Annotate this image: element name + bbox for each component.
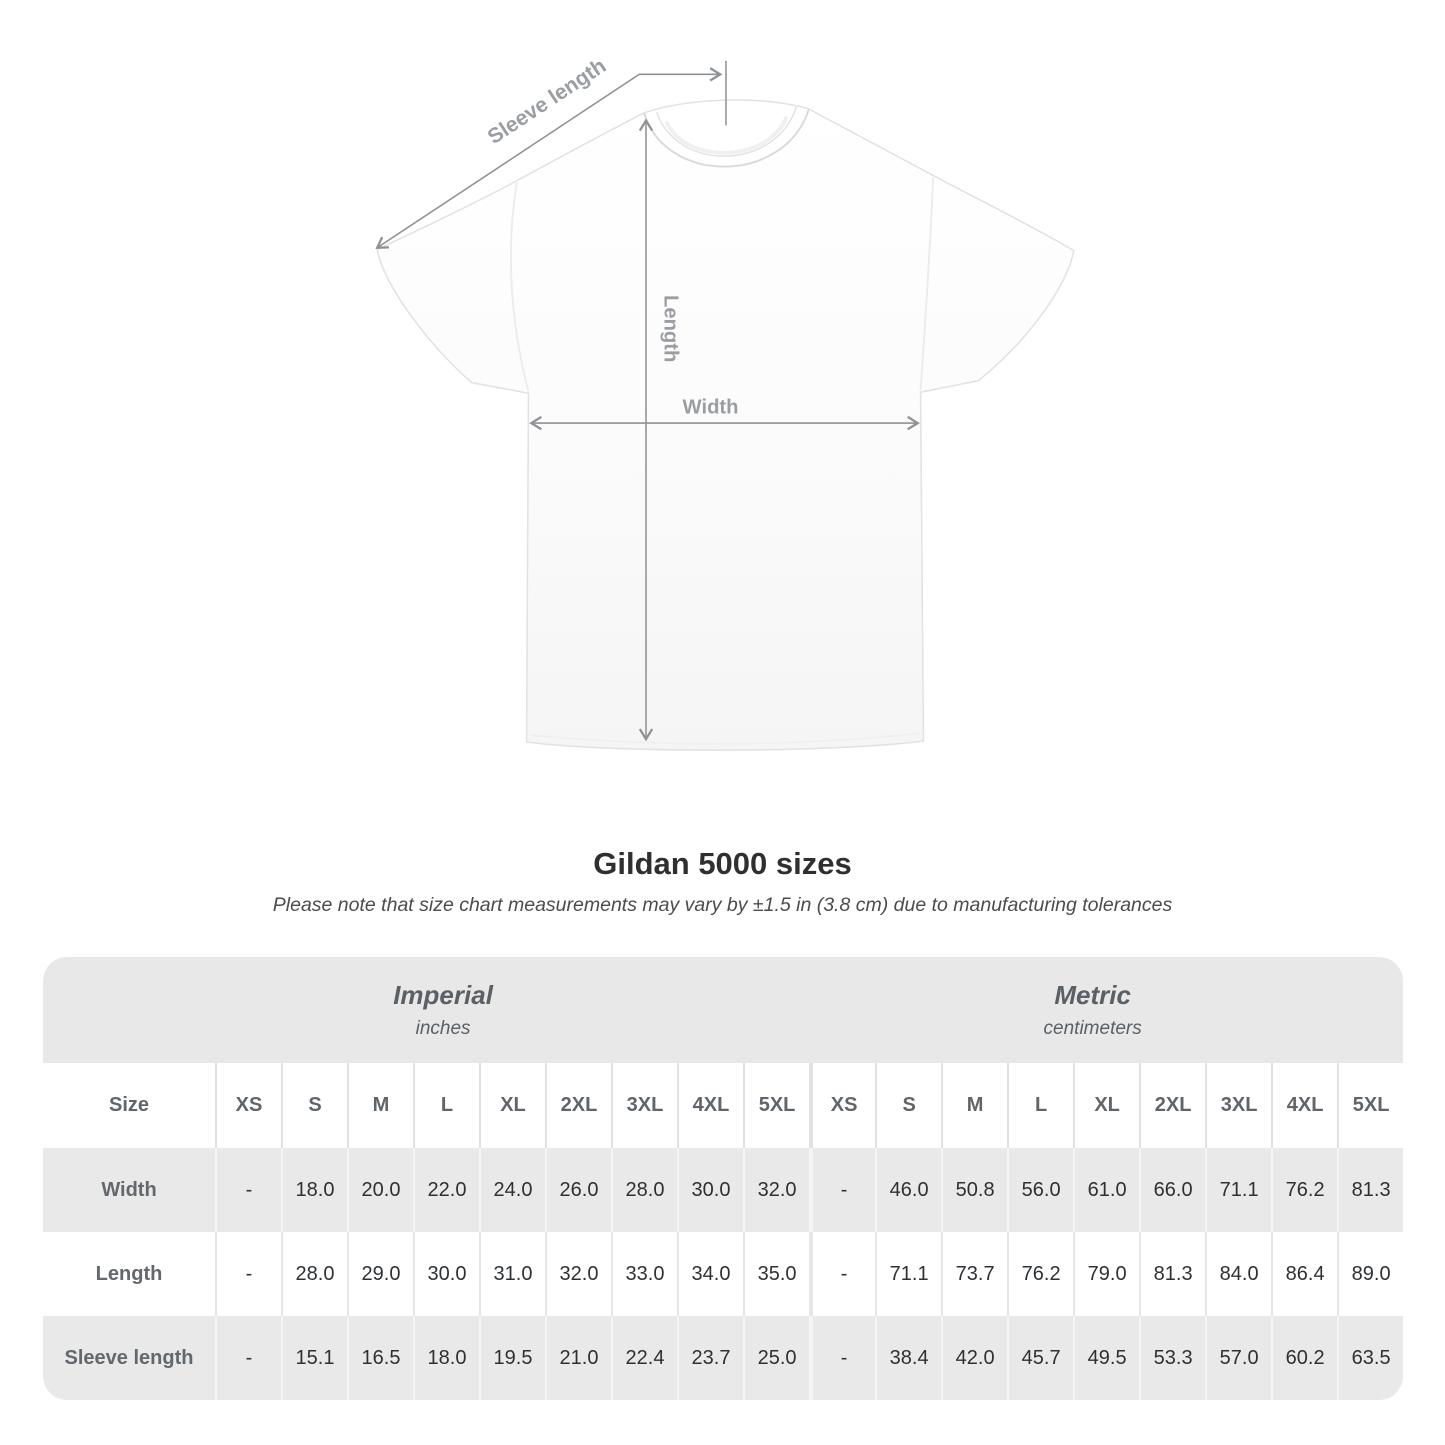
value-cell: 18.0 <box>281 1148 347 1232</box>
value-cell: 63.5 <box>1337 1316 1403 1400</box>
size-col: 3XL <box>611 1063 677 1148</box>
hem-stitch-line <box>531 732 919 745</box>
size-col: L <box>413 1063 479 1148</box>
value-cell: 35.0 <box>743 1232 810 1316</box>
sleeve-length-arrow <box>375 67 723 249</box>
value-cell: 34.0 <box>677 1232 743 1316</box>
size-table: Imperial inches Metric centimeters Size … <box>43 957 1403 1400</box>
tshirt-measurement-diagram: Sleeve length Length Width <box>375 54 1075 751</box>
value-cell: 71.1 <box>875 1232 942 1316</box>
value-cell: 57.0 <box>1205 1316 1272 1400</box>
value-cell: 76.2 <box>1007 1232 1074 1316</box>
width-label: Width <box>683 396 739 418</box>
value-cell: 29.0 <box>347 1232 413 1316</box>
value-cell: 61.0 <box>1073 1148 1140 1232</box>
value-cell: 22.4 <box>611 1316 677 1400</box>
size-col: 2XL <box>1139 1063 1206 1148</box>
value-cell: 66.0 <box>1139 1148 1206 1232</box>
page-title: Gildan 5000 sizes <box>593 846 852 881</box>
size-col: S <box>281 1063 347 1148</box>
metric-section-header: Metric centimeters <box>809 957 1403 1063</box>
size-col: XS <box>215 1063 281 1148</box>
row-label: Width <box>43 1148 215 1232</box>
value-cell: 79.0 <box>1073 1232 1140 1316</box>
size-col: M <box>941 1063 1008 1148</box>
value-cell: 28.0 <box>611 1148 677 1232</box>
imperial-unit: inches <box>415 1018 471 1039</box>
value-cell: 76.2 <box>1271 1148 1338 1232</box>
metric-title: Metric <box>1054 980 1131 1010</box>
value-cell: 31.0 <box>479 1232 545 1316</box>
value-cell: 30.0 <box>413 1232 479 1316</box>
value-cell: 15.1 <box>281 1316 347 1400</box>
value-cell: 45.7 <box>1007 1316 1074 1400</box>
value-cell: 32.0 <box>743 1148 810 1232</box>
size-col: 4XL <box>1271 1063 1338 1148</box>
value-cell: 42.0 <box>941 1316 1008 1400</box>
size-col: M <box>347 1063 413 1148</box>
value-cell: - <box>215 1316 281 1400</box>
value-cell: 38.4 <box>875 1316 942 1400</box>
value-cell: 23.7 <box>677 1316 743 1400</box>
value-cell: 86.4 <box>1271 1232 1338 1316</box>
value-cell: 53.3 <box>1139 1316 1206 1400</box>
value-cell: 18.0 <box>413 1316 479 1400</box>
table-row-width: Width - 18.0 20.0 22.0 24.0 26.0 28.0 30… <box>43 1148 1403 1232</box>
size-col: XL <box>479 1063 545 1148</box>
size-col: XS <box>809 1063 876 1148</box>
size-col: 2XL <box>545 1063 611 1148</box>
value-cell: 84.0 <box>1205 1232 1272 1316</box>
right-sleeve-seam <box>919 177 935 391</box>
value-cell: 22.0 <box>413 1148 479 1232</box>
size-header-label: Size <box>43 1063 215 1148</box>
size-col: L <box>1007 1063 1074 1148</box>
value-cell: 49.5 <box>1073 1316 1140 1400</box>
value-cell: - <box>215 1232 281 1316</box>
value-cell: 71.1 <box>1205 1148 1272 1232</box>
tolerance-note: Please note that size chart measurements… <box>272 894 1173 916</box>
value-cell: 81.3 <box>1337 1148 1403 1232</box>
value-cell: - <box>215 1148 281 1232</box>
value-cell: 32.0 <box>545 1232 611 1316</box>
value-cell: 19.5 <box>479 1316 545 1400</box>
size-col: 4XL <box>677 1063 743 1148</box>
size-header-row: Size XS S M L XL 2XL 3XL 4XL 5XL XS S M … <box>43 1063 1403 1148</box>
row-label: Sleeve length <box>43 1316 215 1400</box>
value-cell: 56.0 <box>1007 1148 1074 1232</box>
imperial-section-header: Imperial inches <box>43 957 810 1063</box>
value-cell: 30.0 <box>677 1148 743 1232</box>
value-cell: 20.0 <box>347 1148 413 1232</box>
value-cell: 28.0 <box>281 1232 347 1316</box>
value-cell: 16.5 <box>347 1316 413 1400</box>
value-cell: - <box>809 1148 876 1232</box>
size-col: 3XL <box>1205 1063 1272 1148</box>
size-col: 5XL <box>743 1063 810 1148</box>
size-table-container: Imperial inches Metric centimeters Size … <box>43 957 1403 1400</box>
unit-band-row: Imperial inches Metric centimeters <box>43 957 1403 1063</box>
imperial-title: Imperial <box>393 980 493 1010</box>
value-cell: 33.0 <box>611 1232 677 1316</box>
value-cell: 89.0 <box>1337 1232 1403 1316</box>
value-cell: 25.0 <box>743 1316 810 1400</box>
value-cell: 21.0 <box>545 1316 611 1400</box>
value-cell: 81.3 <box>1139 1232 1206 1316</box>
metric-unit: centimeters <box>1043 1018 1142 1039</box>
row-label: Length <box>43 1232 215 1316</box>
table-row-length: Length - 28.0 29.0 30.0 31.0 32.0 33.0 3… <box>43 1232 1403 1316</box>
table-row-sleeve-length: Sleeve length - 15.1 16.5 18.0 19.5 21.0… <box>43 1316 1403 1400</box>
value-cell: 24.0 <box>479 1148 545 1232</box>
size-col: XL <box>1073 1063 1140 1148</box>
value-cell: 26.0 <box>545 1148 611 1232</box>
length-label: Length <box>659 295 681 362</box>
value-cell: 46.0 <box>875 1148 942 1232</box>
value-cell: - <box>809 1232 876 1316</box>
value-cell: 73.7 <box>941 1232 1008 1316</box>
size-col: S <box>875 1063 942 1148</box>
value-cell: - <box>809 1316 876 1400</box>
value-cell: 60.2 <box>1271 1316 1338 1400</box>
value-cell: 50.8 <box>941 1148 1008 1232</box>
size-col: 5XL <box>1337 1063 1403 1148</box>
tshirt-silhouette <box>376 99 1075 751</box>
